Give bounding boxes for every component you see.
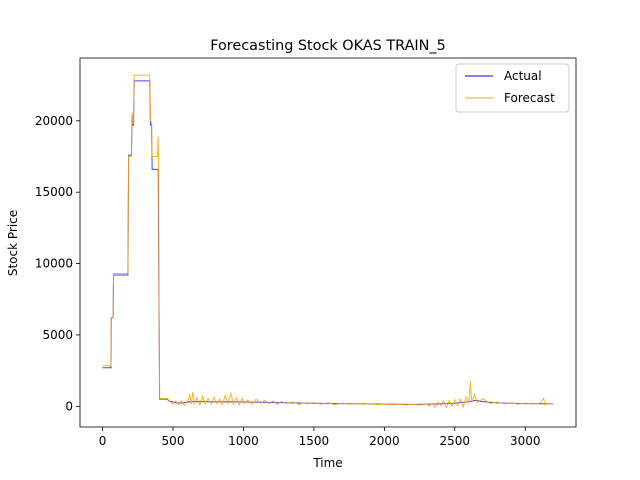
series-line-forecast — [102, 74, 554, 409]
legend-label-actual: Actual — [504, 69, 542, 83]
x-tick-label: 500 — [162, 434, 185, 448]
chart-title: Forecasting Stock OKAS TRAIN_5 — [210, 38, 446, 54]
y-axis: 0 5000 10000 15000 20000 — [35, 114, 80, 413]
x-tick-label: 1000 — [228, 434, 259, 448]
series-layer — [102, 74, 554, 409]
plot-frame — [79, 57, 577, 428]
legend: Actual Forecast — [455, 63, 570, 113]
y-axis-title: Stock Price — [6, 210, 20, 276]
x-tick-label: 2000 — [369, 434, 400, 448]
series-line-actual — [102, 80, 554, 405]
x-tick-label: 1500 — [299, 434, 330, 448]
x-axis: 0 500 1000 1500 2000 2500 3000 — [99, 427, 541, 448]
legend-label-forecast: Forecast — [504, 91, 555, 105]
x-tick-label: 3000 — [510, 434, 541, 448]
x-tick-label: 2500 — [440, 434, 471, 448]
plot-area — [79, 57, 577, 428]
x-axis-title: Time — [312, 456, 342, 470]
y-tick-label: 15000 — [35, 185, 73, 199]
y-tick-label: 5000 — [42, 328, 73, 342]
y-tick-label: 0 — [65, 399, 73, 413]
y-tick-label: 10000 — [35, 257, 73, 271]
x-tick-label: 0 — [99, 434, 107, 448]
y-tick-label: 20000 — [35, 114, 73, 128]
